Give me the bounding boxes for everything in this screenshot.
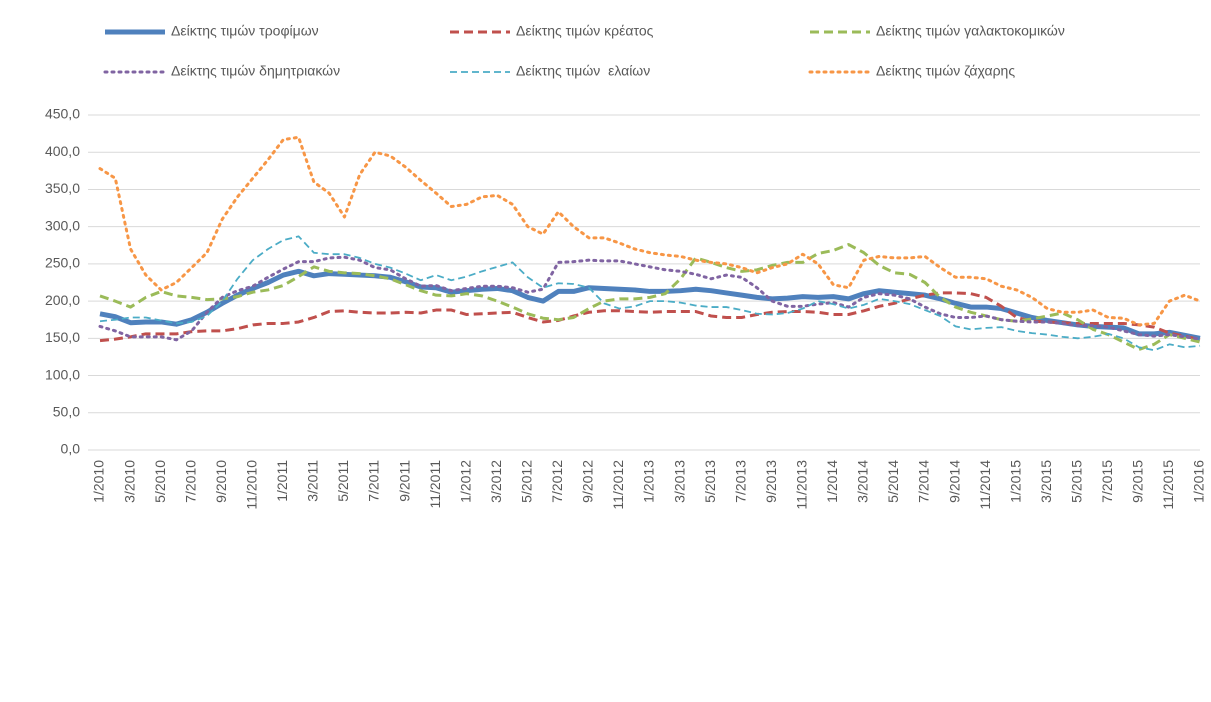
- x-tick-label: 11/2013: [793, 460, 809, 510]
- x-tick-label: 7/2011: [366, 460, 382, 502]
- x-tick-label: 1/2012: [457, 460, 473, 503]
- x-tick-label: 9/2011: [396, 460, 412, 502]
- legend-label: Δείκτης τιμών ελαίων: [516, 63, 650, 79]
- x-tick-label: 5/2015: [1068, 460, 1084, 503]
- x-tick-label: 7/2014: [916, 460, 932, 503]
- x-tick-label: 5/2013: [702, 460, 718, 503]
- x-tick-label: 11/2010: [243, 460, 259, 510]
- y-tick-label: 250,0: [45, 255, 80, 271]
- x-tick-label: 11/2012: [610, 460, 626, 510]
- legend-label: Δείκτης τιμών ζάχαρης: [876, 63, 1015, 79]
- x-tick-label: 5/2014: [885, 460, 901, 503]
- x-tick-label: 3/2012: [488, 460, 504, 503]
- legend-label: Δείκτης τιμών τροφίμων: [171, 23, 319, 39]
- series-line: [98, 135, 1202, 327]
- x-tick-label: 5/2012: [518, 460, 534, 503]
- x-tick-label: 1/2014: [824, 460, 840, 503]
- y-tick-label: 400,0: [45, 143, 80, 159]
- legend-label: Δείκτης τιμών γαλακτοκομικών: [876, 23, 1065, 39]
- y-tick-label: 50,0: [53, 403, 80, 419]
- y-tick-label: 300,0: [45, 217, 80, 233]
- x-tick-label: 3/2014: [855, 460, 871, 503]
- y-tick-label: 0,0: [61, 441, 81, 457]
- x-tick-label: 7/2010: [182, 460, 198, 503]
- series-line: [99, 291, 1201, 343]
- series-line: [98, 255, 1202, 342]
- series-line: [99, 268, 1201, 341]
- x-tick-label: 1/2011: [274, 460, 290, 502]
- x-tick-label: 9/2013: [763, 460, 779, 503]
- x-tick-label: 1/2010: [91, 460, 107, 503]
- y-tick-label: 200,0: [45, 292, 80, 308]
- series-line: [99, 235, 1201, 352]
- legend-label: Δείκτης τιμών κρέατος: [516, 23, 654, 39]
- y-tick-label: 350,0: [45, 180, 80, 196]
- legend-label: Δείκτης τιμών δημητριακών: [171, 63, 340, 79]
- x-tick-label: 7/2015: [1099, 460, 1115, 503]
- x-tick-label: 3/2010: [121, 460, 137, 503]
- x-tick-label: 11/2011: [427, 460, 443, 509]
- x-tick-label: 1/2016: [1191, 460, 1207, 503]
- x-tick-label: 1/2013: [641, 460, 657, 503]
- x-tick-label: 3/2011: [305, 460, 321, 502]
- x-tick-label: 3/2013: [671, 460, 687, 503]
- x-tick-label: 3/2015: [1038, 460, 1054, 503]
- x-tick-label: 9/2014: [946, 460, 962, 503]
- x-tick-label: 11/2015: [1160, 460, 1176, 510]
- x-tick-label: 5/2011: [335, 460, 351, 502]
- x-tick-label: 9/2015: [1130, 460, 1146, 503]
- x-tick-label: 9/2012: [580, 460, 596, 503]
- x-tick-label: 11/2014: [977, 460, 993, 510]
- x-tick-label: 7/2012: [549, 460, 565, 503]
- y-tick-label: 150,0: [45, 329, 80, 345]
- x-tick-label: 7/2013: [732, 460, 748, 503]
- y-tick-label: 450,0: [45, 106, 80, 122]
- x-tick-label: 1/2015: [1007, 460, 1023, 503]
- x-tick-label: 5/2010: [152, 460, 168, 503]
- x-tick-label: 9/2010: [213, 460, 229, 503]
- y-tick-label: 100,0: [45, 366, 80, 382]
